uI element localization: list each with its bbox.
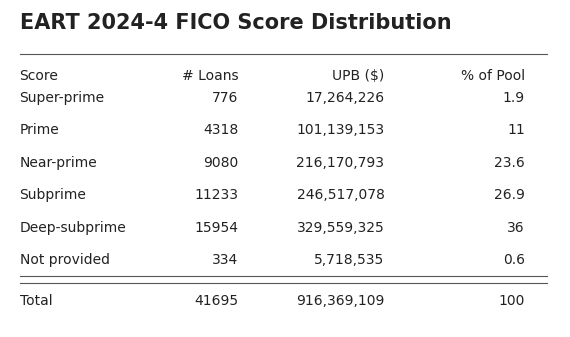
Text: Not provided: Not provided bbox=[19, 253, 109, 267]
Text: Super-prime: Super-prime bbox=[19, 91, 105, 104]
Text: 26.9: 26.9 bbox=[494, 188, 525, 202]
Text: 1.9: 1.9 bbox=[503, 91, 525, 104]
Text: 11233: 11233 bbox=[194, 188, 238, 202]
Text: Total: Total bbox=[19, 295, 52, 308]
Text: 5,718,535: 5,718,535 bbox=[314, 253, 385, 267]
Text: 100: 100 bbox=[498, 295, 525, 308]
Text: 9080: 9080 bbox=[203, 156, 238, 170]
Text: 334: 334 bbox=[212, 253, 238, 267]
Text: Deep-subprime: Deep-subprime bbox=[19, 220, 127, 235]
Text: 329,559,325: 329,559,325 bbox=[297, 220, 385, 235]
Text: 15954: 15954 bbox=[194, 220, 238, 235]
Text: 4318: 4318 bbox=[203, 123, 238, 137]
Text: # Loans: # Loans bbox=[182, 69, 238, 83]
Text: Score: Score bbox=[19, 69, 59, 83]
Text: 11: 11 bbox=[507, 123, 525, 137]
Text: 0.6: 0.6 bbox=[503, 253, 525, 267]
Text: 17,264,226: 17,264,226 bbox=[306, 91, 385, 104]
Text: 101,139,153: 101,139,153 bbox=[296, 123, 385, 137]
Text: 23.6: 23.6 bbox=[494, 156, 525, 170]
Text: Near-prime: Near-prime bbox=[19, 156, 97, 170]
Text: UPB ($): UPB ($) bbox=[332, 69, 385, 83]
Text: 41695: 41695 bbox=[194, 295, 238, 308]
Text: 776: 776 bbox=[212, 91, 238, 104]
Text: EART 2024-4 FICO Score Distribution: EART 2024-4 FICO Score Distribution bbox=[19, 13, 451, 33]
Text: 216,170,793: 216,170,793 bbox=[296, 156, 385, 170]
Text: 246,517,078: 246,517,078 bbox=[296, 188, 385, 202]
Text: 916,369,109: 916,369,109 bbox=[296, 295, 385, 308]
Text: % of Pool: % of Pool bbox=[461, 69, 525, 83]
Text: Subprime: Subprime bbox=[19, 188, 87, 202]
Text: 36: 36 bbox=[507, 220, 525, 235]
Text: Prime: Prime bbox=[19, 123, 59, 137]
